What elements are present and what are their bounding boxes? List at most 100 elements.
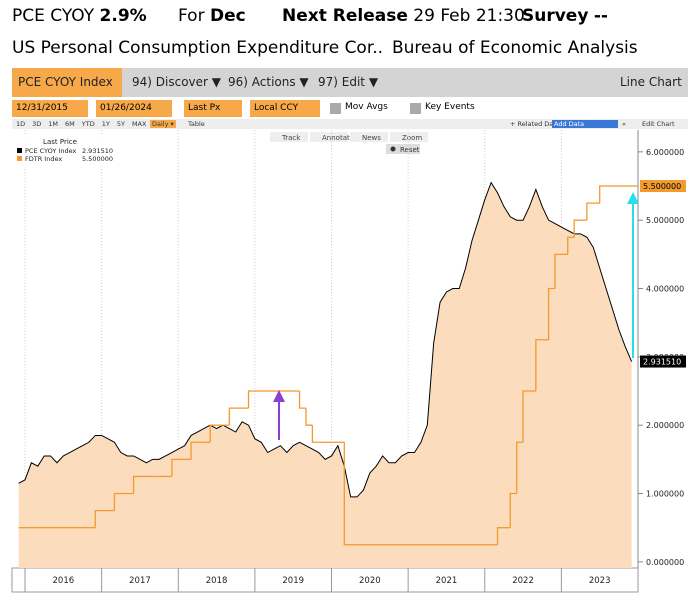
tool-button — [270, 132, 308, 142]
headline-value: 2.9% — [99, 6, 147, 26]
legend-value: 2.931510 — [82, 147, 113, 155]
tool-label: Zoom — [402, 134, 422, 142]
step-segment — [516, 441, 524, 494]
period-button[interactable]: MAX — [131, 120, 147, 128]
legend-swatch — [17, 156, 22, 161]
legend-value: 5.500000 — [82, 155, 113, 163]
step-segment — [522, 390, 530, 443]
add-data[interactable]: Add Data — [552, 120, 618, 128]
option-label: Key Events — [425, 102, 475, 112]
step-segment — [573, 219, 581, 238]
related-data[interactable]: + Related Data — [510, 120, 560, 128]
reset-icon — [390, 146, 396, 152]
for-label: For — [178, 6, 205, 26]
y-tick-label: 5.000000 — [646, 216, 684, 225]
reset-button — [386, 144, 420, 154]
frequency[interactable]: Daily ▾ — [150, 120, 176, 128]
description: US Personal Consumption Expenditure Cor.… — [12, 38, 384, 58]
period-button[interactable]: YTD — [81, 120, 95, 128]
x-tick-label: 2019 — [282, 576, 304, 586]
y-tick-label: 6.000000 — [646, 148, 684, 157]
source: Bureau of Economic Analysis — [392, 38, 638, 58]
end-date[interactable]: 01/26/2024 — [96, 100, 172, 117]
step-segment — [190, 441, 198, 460]
last-value-tag — [640, 180, 686, 193]
x-tick-label: 2021 — [436, 576, 458, 586]
checkbox[interactable] — [410, 103, 421, 114]
step-segment — [171, 458, 179, 477]
step-segment — [554, 253, 562, 289]
y-tick-label: 2.000000 — [646, 421, 684, 430]
menu-edit[interactable]: 97) Edit ▼ — [318, 75, 379, 89]
field-select[interactable]: Last Px — [184, 100, 242, 117]
step-segment — [94, 509, 102, 528]
step-segment — [228, 407, 236, 426]
y-tick-label: 0.000000 — [646, 558, 684, 567]
x-tick-label: 2016 — [53, 576, 75, 586]
reset-label: Reset — [400, 146, 420, 154]
step-segment — [586, 202, 594, 221]
period-buttons: 1D 3D 1M 6M YTD 1Y 5Y MAX — [16, 120, 153, 128]
menu-actions[interactable]: 96) Actions ▼ — [228, 75, 309, 89]
release: Next Release 29 Feb 21:30 — [282, 6, 525, 26]
period-button[interactable]: 1D — [16, 120, 26, 128]
step-segment — [599, 185, 607, 204]
period-button[interactable]: 1M — [48, 120, 59, 128]
step-segment — [343, 442, 351, 546]
table-button[interactable]: Table — [188, 120, 205, 128]
line — [18, 181, 633, 498]
last-value-tag — [640, 355, 686, 368]
y-tick-label: 1.000000 — [646, 490, 684, 499]
x-tick-label: 2022 — [512, 576, 534, 586]
step-segment — [509, 492, 517, 528]
tool-button — [310, 132, 348, 142]
tool-button — [350, 132, 388, 142]
tool-label: News — [362, 134, 381, 142]
legend-swatch — [17, 148, 22, 153]
period: For Dec — [178, 6, 246, 26]
x-tick-label: 2018 — [206, 576, 228, 586]
tool-label: Annotate — [322, 134, 354, 142]
step-segment — [567, 236, 575, 255]
tool-button — [390, 132, 428, 142]
menu-discover[interactable]: 94) Discover ▼ — [132, 75, 221, 89]
survey-label: Survey — [522, 6, 589, 26]
step-segment — [132, 475, 140, 494]
legend-label: PCE CYOY Index — [25, 147, 77, 155]
step-segment — [305, 408, 313, 426]
step-segment — [113, 492, 121, 511]
currency-select[interactable]: Local CCY — [250, 100, 320, 117]
collapse[interactable]: « — [622, 120, 626, 128]
edit-chart[interactable]: Edit Chart — [642, 120, 675, 128]
period-button[interactable]: 1Y — [101, 120, 110, 128]
step-segment — [535, 339, 543, 392]
survey-value: -- — [593, 6, 608, 26]
step-segment — [496, 527, 504, 545]
start-date[interactable]: 12/31/2015 — [12, 100, 88, 117]
period-button[interactable]: 6M — [65, 120, 75, 128]
header-line: PCE CYOY 2.9% — [12, 6, 147, 26]
release-date: 29 Feb 21:30 — [413, 6, 525, 26]
step-segment — [298, 391, 306, 409]
last-value-label: 2.931510 — [643, 358, 681, 367]
checkbox[interactable] — [330, 103, 341, 114]
period-button[interactable]: 3D — [32, 120, 42, 128]
period-button[interactable]: 5Y — [116, 120, 125, 128]
security-tab[interactable]: PCE CYOY Index — [12, 68, 122, 97]
legend-title: Last Price — [43, 138, 77, 146]
option-label: Mov Avgs — [345, 102, 388, 112]
y-tick-label: 4.000000 — [646, 285, 684, 294]
survey: Survey -- — [522, 6, 608, 26]
period-value: Dec — [209, 6, 246, 26]
step-segment — [209, 424, 217, 443]
last-value-label: 5.500000 — [643, 182, 681, 191]
legend-box — [14, 136, 116, 168]
ticker: PCE CYOY — [12, 6, 95, 26]
tool-label: Track — [281, 134, 301, 142]
view-type: Line Chart — [620, 75, 682, 89]
x-tick-label: 2020 — [359, 576, 381, 586]
x-tick-label: 2023 — [589, 576, 611, 586]
legend-label: FDTR Index — [25, 155, 62, 163]
